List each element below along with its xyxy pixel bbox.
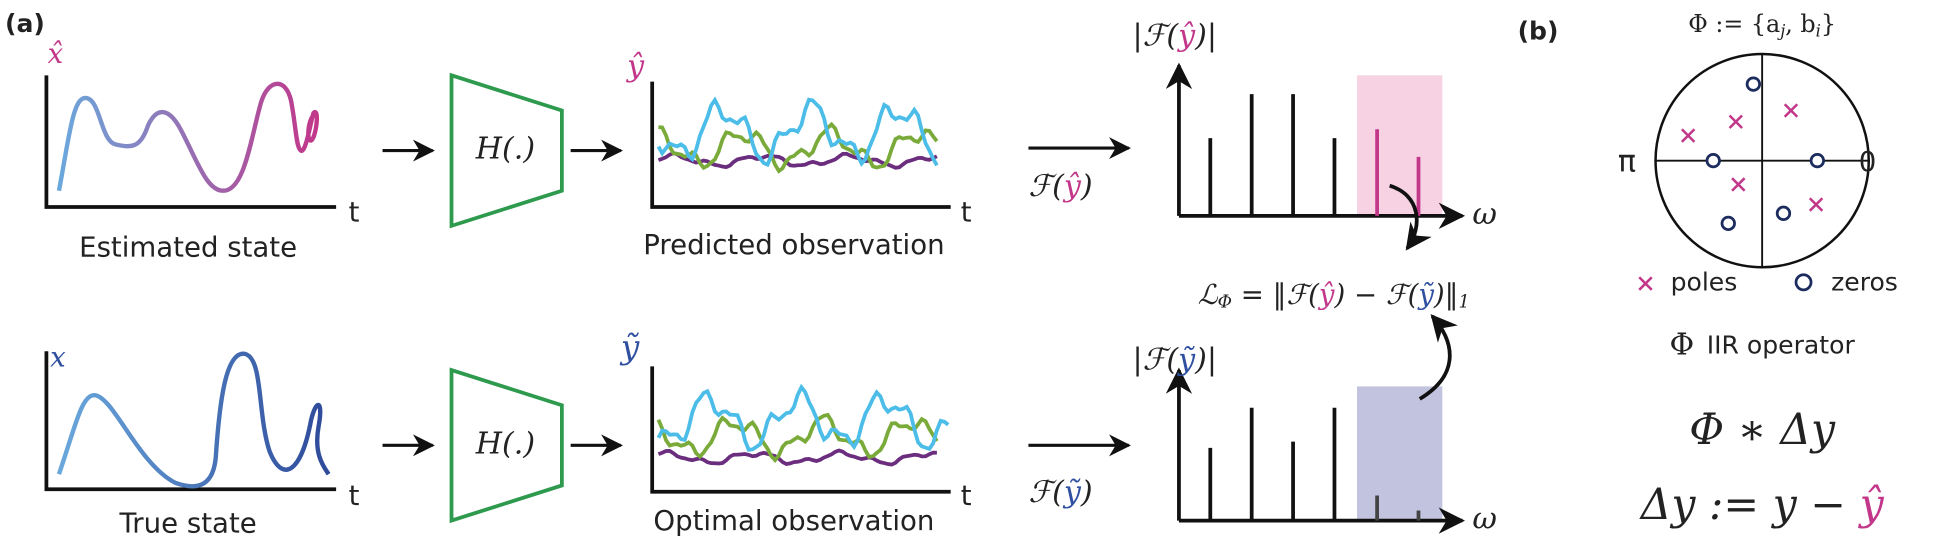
zero-marker bbox=[1705, 152, 1721, 169]
pole-zero-plot bbox=[1638, 76, 1825, 292]
text: ỹ bbox=[1176, 342, 1196, 377]
text: , b bbox=[1785, 10, 1815, 38]
loss: ℒΦ = ‖ℱ(ŷ) − ℱ(ỹ)‖1 bbox=[1198, 278, 1470, 312]
delta: Δy := y − ŷ bbox=[1639, 480, 1885, 530]
caption: True state bbox=[119, 506, 257, 537]
convolution: Φ ∗ Δy bbox=[1689, 405, 1836, 455]
text: } bbox=[1821, 10, 1836, 38]
pole-marker bbox=[1680, 128, 1696, 143]
highlight bbox=[1357, 75, 1443, 216]
zero-marker bbox=[1745, 76, 1762, 92]
pole-marker bbox=[1731, 177, 1746, 192]
highlight bbox=[1357, 386, 1443, 521]
axis-label: t bbox=[961, 479, 972, 512]
pole-marker bbox=[1783, 103, 1799, 118]
text: )‖ bbox=[1433, 278, 1459, 311]
axis-label: t bbox=[961, 195, 972, 228]
caption: Optimal observation bbox=[653, 504, 934, 537]
signals bbox=[656, 383, 950, 467]
panel-label: (b) bbox=[1518, 17, 1559, 46]
text: i bbox=[1816, 21, 1821, 40]
label: π bbox=[1618, 145, 1636, 180]
signals bbox=[656, 96, 939, 174]
signal-line bbox=[657, 448, 937, 467]
symbol: x bbox=[50, 340, 66, 373]
text: )| bbox=[1194, 19, 1217, 54]
caption: Predicted observation bbox=[643, 228, 944, 261]
state-curve bbox=[56, 81, 320, 193]
pole-marker bbox=[1638, 276, 1653, 291]
text: ỹ bbox=[1416, 278, 1434, 311]
axis-label: t bbox=[349, 195, 360, 228]
signal-line bbox=[656, 383, 950, 452]
axes bbox=[44, 351, 337, 492]
spectrum-label: |ℱ(ỹ)| bbox=[1133, 342, 1217, 377]
text: ) bbox=[1080, 475, 1093, 510]
axis-label: t bbox=[349, 479, 360, 512]
axis-label: ω bbox=[1472, 502, 1497, 537]
zero-marker bbox=[1809, 152, 1825, 169]
fourier-label: ℱ(ŷ) bbox=[1028, 169, 1092, 204]
text: Φ bbox=[1670, 327, 1695, 362]
text: ℒ bbox=[1198, 278, 1219, 311]
caption: Estimated state bbox=[79, 230, 297, 263]
text: = ‖ℱ( bbox=[1232, 278, 1320, 311]
signal-line bbox=[658, 121, 939, 174]
signal-line bbox=[656, 412, 939, 464]
symbol: ŷ bbox=[625, 49, 645, 84]
text: ỹ bbox=[1062, 475, 1082, 510]
text: Φ := {a bbox=[1688, 10, 1780, 38]
text: ℱ( bbox=[1028, 169, 1065, 204]
text: 1 bbox=[1458, 292, 1469, 312]
operator: H(.) bbox=[475, 426, 535, 461]
text: ℱ( bbox=[1028, 475, 1065, 510]
operator-box bbox=[449, 72, 564, 229]
signal-line bbox=[656, 96, 939, 168]
legend-label: zeros bbox=[1831, 268, 1898, 297]
text: j bbox=[1777, 21, 1785, 40]
zero-marker bbox=[1794, 273, 1813, 292]
pole-marker bbox=[1808, 197, 1824, 212]
text: Δy := y − bbox=[1639, 480, 1860, 530]
axes bbox=[44, 75, 337, 209]
arrow bbox=[1418, 314, 1458, 401]
panel-label: (a) bbox=[5, 9, 45, 38]
text: |ℱ( bbox=[1133, 342, 1180, 377]
text: ŷ bbox=[1317, 278, 1335, 311]
spectrum-label: |ℱ(ŷ)| bbox=[1133, 19, 1217, 54]
text: |ℱ( bbox=[1133, 19, 1180, 54]
text: )| bbox=[1194, 342, 1217, 377]
legend-label: poles bbox=[1671, 268, 1738, 297]
operator-box bbox=[449, 367, 564, 524]
text: ŷ bbox=[1176, 19, 1196, 54]
axis-label: ω bbox=[1472, 197, 1497, 232]
arrow bbox=[1389, 183, 1432, 251]
state-curve bbox=[56, 351, 331, 489]
text: ) − ℱ( bbox=[1333, 278, 1419, 311]
text: ŷ bbox=[1858, 480, 1885, 530]
symbol: ỹ bbox=[619, 328, 640, 366]
axes bbox=[650, 366, 951, 494]
text: IIR operator bbox=[1707, 330, 1856, 359]
signal-line bbox=[657, 151, 938, 170]
params: Φ := {aj, bi} bbox=[1688, 10, 1836, 40]
axes bbox=[650, 81, 951, 209]
operator: H(.) bbox=[475, 132, 535, 167]
label: 0 bbox=[1859, 145, 1877, 178]
operator-label: Φ IIR operator bbox=[1670, 327, 1856, 362]
text: ) bbox=[1080, 169, 1093, 204]
fourier-label: ℱ(ỹ) bbox=[1028, 475, 1092, 510]
zero-marker bbox=[1720, 215, 1736, 231]
symbol: x̂ bbox=[48, 37, 64, 70]
zero-marker bbox=[1775, 205, 1792, 221]
text: ŷ bbox=[1062, 169, 1082, 204]
text: Φ bbox=[1218, 292, 1232, 312]
pole-marker bbox=[1728, 114, 1743, 129]
